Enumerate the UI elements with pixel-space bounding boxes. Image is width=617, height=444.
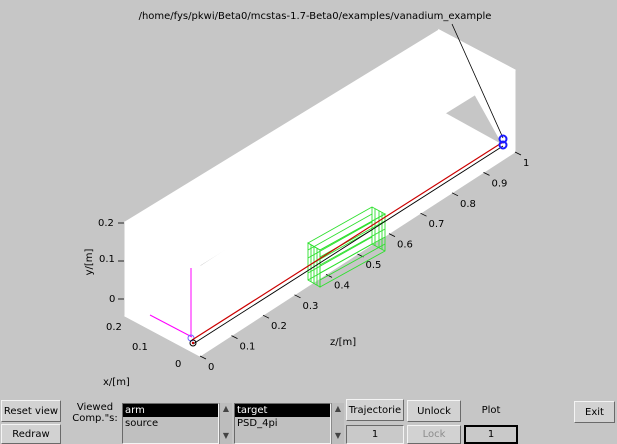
exit-label: Exit xyxy=(585,406,604,418)
list2-item-target[interactable]: target xyxy=(235,404,330,417)
z-tick-label: 0.2 xyxy=(271,321,287,332)
x-tick-1: 0.1 xyxy=(132,342,148,353)
trajectories-field[interactable]: 1 xyxy=(346,425,404,444)
y-tick-0: 0.2 xyxy=(98,218,114,229)
y-tick-2: 0 xyxy=(109,294,115,305)
3d-plot: /home/fys/pkwi/Beta0/mcstas-1.7-Beta0/ex… xyxy=(84,11,529,388)
x-axis-label: x/[m] xyxy=(103,377,130,388)
z-tick-label: 0.9 xyxy=(492,178,508,189)
beam-line xyxy=(191,141,504,341)
list2-scrollbar[interactable]: ▲ ▼ xyxy=(331,403,344,444)
x-tick-2: 0 xyxy=(175,359,181,370)
z-axis-label: z/[m] xyxy=(330,337,356,348)
redraw-button[interactable]: Redraw xyxy=(1,424,61,444)
reset-view-label: Reset view xyxy=(3,405,59,417)
components-list-2[interactable]: target PSD_4pi xyxy=(234,403,331,444)
unlock-label: Unlock xyxy=(417,405,451,417)
sample-box xyxy=(307,206,386,288)
list1-item-arm[interactable]: arm xyxy=(123,404,218,417)
z-tick-mark xyxy=(199,355,207,360)
z-tick-mark xyxy=(294,294,301,299)
z-tick-mark xyxy=(325,274,333,278)
z-tick-mark xyxy=(451,192,459,197)
trajectories-label: Trajectorie xyxy=(348,404,402,416)
trajectories-button[interactable]: Trajectorie xyxy=(346,399,404,421)
3d-plot-area[interactable]: /home/fys/pkwi/Beta0/mcstas-1.7-Beta0/ex… xyxy=(0,0,617,400)
list1-scrollbar[interactable]: ▲ ▼ xyxy=(219,403,232,444)
scroll-up-icon[interactable]: ▲ xyxy=(334,404,342,413)
lock-label: Lock xyxy=(422,429,446,440)
list1-item-source[interactable]: source xyxy=(125,418,159,429)
z-tick-label: 0.3 xyxy=(303,301,319,312)
z-tick-label: 0.5 xyxy=(366,260,382,271)
z-tick-mark xyxy=(262,314,270,319)
z-tick-label: 0.8 xyxy=(460,199,476,210)
y-axis-label: y/[m] xyxy=(84,248,95,275)
unlock-button[interactable]: Unlock xyxy=(407,400,461,422)
control-panel: Reset view Redraw Viewed Comp."s: arm so… xyxy=(0,398,617,444)
title-leader xyxy=(451,23,504,139)
plot-label: Plot xyxy=(481,404,501,416)
viewed-comps-label: Viewed Comp."s: xyxy=(72,402,118,424)
z-tick-mark xyxy=(231,335,238,339)
plot-label-box: Plot xyxy=(464,399,518,421)
plot-title: /home/fys/pkwi/Beta0/mcstas-1.7-Beta0/ex… xyxy=(139,11,492,22)
z-axis-ticks: 0 0.1 0.2 0.3 0.4 0.5 0.6 0.7 0.8 0.9 1 xyxy=(199,151,529,373)
list2-item-psd[interactable]: PSD_4pi xyxy=(237,418,278,429)
detector-marker xyxy=(498,134,508,150)
scroll-down-icon[interactable]: ▼ xyxy=(334,431,342,440)
redraw-label: Redraw xyxy=(12,428,50,440)
scroll-up-icon[interactable]: ▲ xyxy=(222,404,230,413)
z-tick-label: 0.1 xyxy=(240,342,256,353)
z-tick-label: 1 xyxy=(523,158,529,169)
z-tick-label: 0.6 xyxy=(397,240,413,251)
z-tick-mark xyxy=(483,172,490,176)
components-list-1[interactable]: arm source xyxy=(122,403,219,444)
z-tick-label: 0.4 xyxy=(334,280,350,291)
exit-button[interactable]: Exit xyxy=(574,401,615,423)
z-tick-mark xyxy=(388,233,396,237)
scroll-down-icon[interactable]: ▼ xyxy=(222,431,230,440)
lock-button[interactable]: Lock xyxy=(407,425,461,444)
z-tick-label: 0 xyxy=(208,362,214,373)
z-tick-mark xyxy=(514,151,522,156)
y-tick-1: 0.1 xyxy=(99,254,115,265)
z-tick-mark xyxy=(420,212,427,217)
reset-view-button[interactable]: Reset view xyxy=(1,400,61,422)
z-tick-label: 0.7 xyxy=(429,219,445,230)
plot-field[interactable]: 1 xyxy=(464,425,518,444)
x-tick-0: 0.2 xyxy=(106,322,122,333)
